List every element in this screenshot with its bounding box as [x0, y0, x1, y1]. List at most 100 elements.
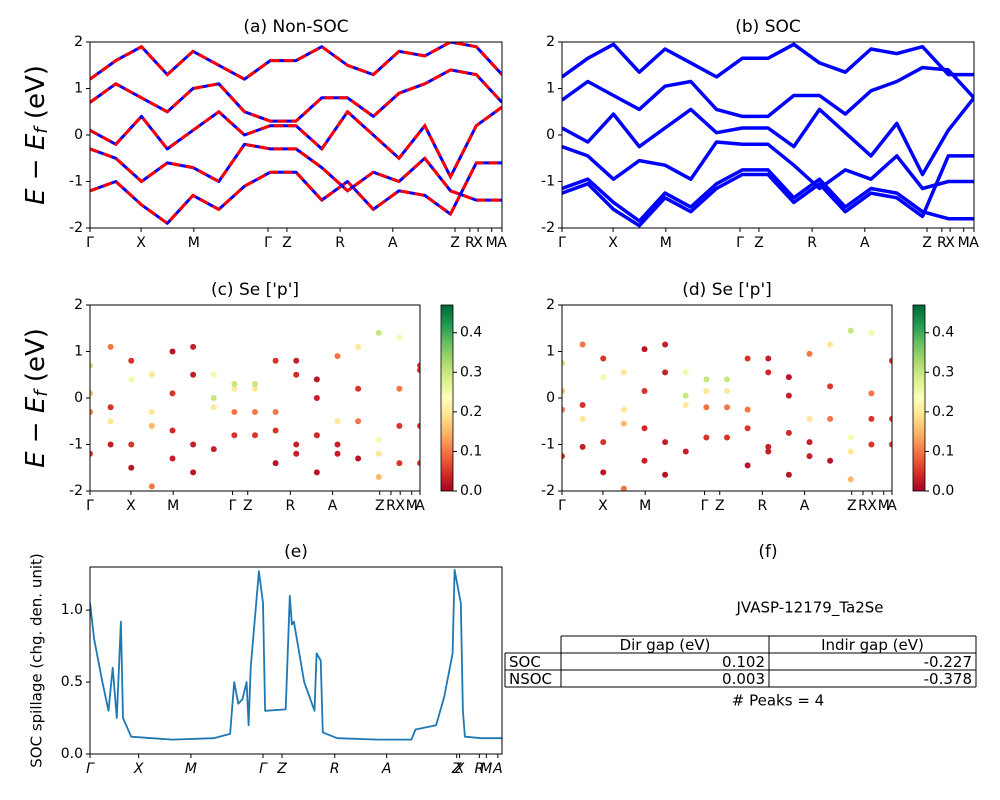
table-caption: JVASP-12179_Ta2Se [735, 599, 883, 618]
scatter-point [169, 390, 176, 397]
scatter-point [827, 341, 834, 348]
scatter-point [600, 469, 607, 476]
y-tick-label: 2 [546, 297, 555, 313]
table-row-label: SOC [509, 653, 541, 671]
scatter-point [169, 348, 176, 355]
scatter-point [375, 474, 382, 481]
scatter-point [272, 460, 279, 467]
scatter-point [620, 369, 627, 376]
x-tick-label: A [328, 498, 338, 514]
scatter-point [600, 439, 607, 446]
band-line [562, 42, 974, 79]
scatter-point [806, 439, 813, 446]
y-tick-label: 0 [74, 390, 83, 406]
x-tick-label: R [757, 498, 767, 514]
scatter-point [579, 341, 586, 348]
colorbar-tick-label: 0.1 [460, 443, 482, 459]
y-axis-label: SOC spillage (chg. den. unit) [28, 553, 46, 768]
plot-area [90, 42, 502, 226]
scatter-point [90, 390, 93, 397]
y-tick-label: -1 [69, 174, 83, 190]
band-line [562, 168, 974, 223]
scatter-point [662, 471, 669, 478]
y-label-unit: (eV) [21, 65, 51, 127]
y-tick-label: -2 [69, 220, 83, 236]
scatter-point [868, 441, 875, 448]
x-tick-label: A [497, 235, 507, 251]
x-tick-label: X [867, 498, 877, 514]
x-tick-label: Γ [558, 498, 566, 514]
x-tick-label: R [474, 761, 484, 777]
scatter-point [252, 408, 258, 415]
scatter-point [562, 406, 565, 413]
scatter-point [765, 369, 772, 376]
plot-area [562, 327, 892, 491]
table-cell: -0.227 [924, 653, 972, 671]
axes-frame [561, 304, 893, 492]
scatter-point [417, 362, 420, 369]
scatter-point [107, 404, 114, 411]
scatter-point [827, 457, 834, 464]
scatter-point [662, 439, 669, 446]
scatter-point [562, 360, 565, 367]
scatter-point [847, 434, 854, 441]
y-axis-label: E − Ef (eV) [21, 328, 53, 468]
scatter-point [562, 453, 565, 460]
scatter-point [334, 418, 341, 425]
scatter-point [703, 388, 710, 395]
x-tick-label: A [381, 761, 392, 777]
scatter-point [806, 453, 813, 460]
scatter-point [889, 357, 892, 364]
axes-frame [561, 41, 975, 229]
y-tick-label: 0.5 [61, 674, 83, 690]
plot-area [90, 329, 420, 490]
y-tick-label: -1 [541, 174, 555, 190]
x-tick-label: M [878, 498, 890, 514]
scatter-point [107, 441, 114, 448]
x-tick-label: Z [282, 235, 292, 251]
x-tick-label: Z [450, 235, 460, 251]
panel-title: (d) Se ['p'] [682, 280, 772, 300]
x-tick-label: X [136, 235, 146, 251]
scatter-point [889, 415, 892, 422]
x-tick-label: R [937, 235, 947, 251]
y-label-main: E − E [21, 133, 51, 205]
scatter-point [785, 429, 792, 436]
x-tick-label: M [480, 761, 492, 777]
band-line [90, 161, 502, 225]
x-tick-label: X [608, 235, 618, 251]
scatter-point [785, 471, 792, 478]
scatter-point [620, 420, 627, 427]
scatter-point [847, 448, 854, 455]
scatter-point [765, 355, 772, 362]
scatter-point [724, 434, 730, 441]
y-tick-label: -1 [69, 437, 83, 453]
x-tick-label: Z [715, 498, 725, 514]
scatter-point [210, 404, 217, 411]
scatter-point [231, 408, 238, 415]
y-tick-label: 0 [546, 390, 555, 406]
scatter-point [785, 392, 792, 399]
y-tick-label: 2 [74, 297, 83, 313]
y-tick-label: -2 [541, 483, 555, 499]
band-line-dashed [90, 105, 502, 181]
scatter-point [190, 469, 197, 476]
scatter-point [417, 422, 420, 429]
band-line [90, 105, 502, 179]
scatter-point [293, 450, 300, 457]
scatter-point [417, 367, 420, 374]
x-tick-label: Γ [701, 498, 709, 514]
scatter-point [785, 374, 792, 381]
scatter-point [641, 457, 648, 464]
scatter-point [272, 357, 279, 364]
x-tick-label: M [660, 235, 672, 251]
x-tick-label: R [330, 761, 340, 777]
y-tick-label: -1 [541, 437, 555, 453]
band-line [90, 569, 502, 741]
scatter-point [90, 408, 93, 415]
scatter-point [148, 371, 155, 378]
x-tick-label: Z [243, 498, 253, 514]
scatter-point [682, 401, 689, 408]
x-tick-label: Γ [86, 235, 94, 251]
